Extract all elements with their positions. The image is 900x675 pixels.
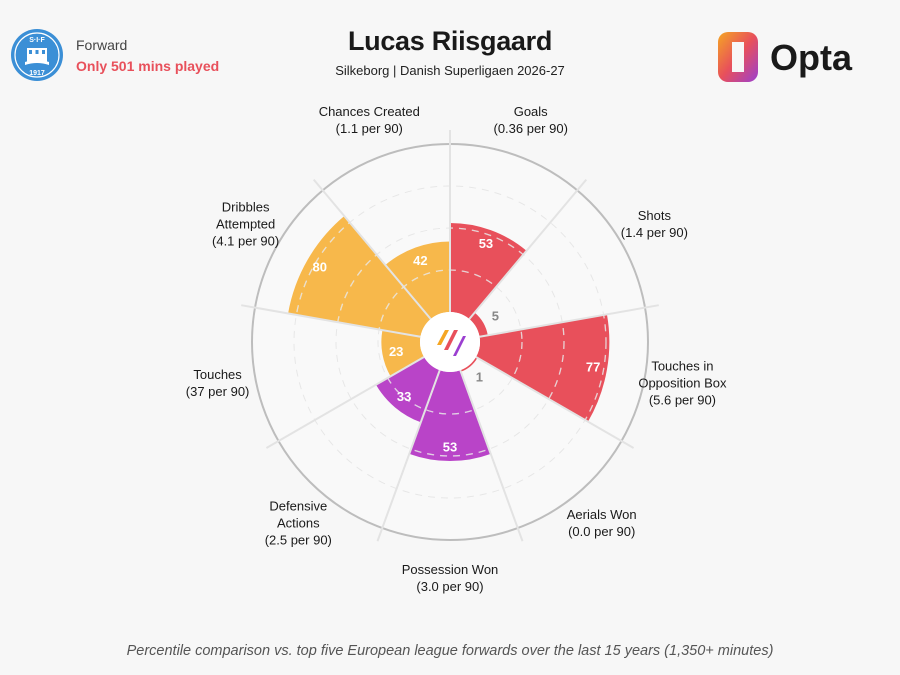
category-label: Aerials Won (0.0 per 90) bbox=[567, 507, 637, 539]
bar-value-label: 77 bbox=[586, 360, 600, 375]
category-label: Touches in Opposition Box (5.6 per 90) bbox=[638, 358, 727, 407]
opta-hub-icon bbox=[437, 330, 466, 356]
minutes-note: Only 501 mins played bbox=[76, 58, 220, 74]
radar-bar bbox=[475, 314, 610, 422]
category-label-line: Attempted bbox=[216, 217, 275, 232]
category-label-line: Opposition Box bbox=[638, 375, 727, 390]
opta-wordmark: Opta bbox=[770, 37, 853, 78]
bar-value-label: 53 bbox=[443, 440, 457, 455]
category-label-line: Touches in bbox=[651, 358, 713, 373]
radar-spoke bbox=[265, 356, 425, 449]
category-label-line: Goals bbox=[514, 104, 548, 119]
category-label-line: (0.0 per 90) bbox=[568, 524, 635, 539]
bar-value-label: 80 bbox=[313, 259, 327, 274]
category-label-line: (1.4 per 90) bbox=[621, 225, 688, 240]
bar-value-label: 23 bbox=[389, 344, 403, 359]
radar-spoke bbox=[312, 178, 432, 320]
category-label-line: (1.1 per 90) bbox=[336, 121, 403, 136]
category-label-line: Defensive bbox=[269, 498, 327, 513]
player-position: Forward bbox=[76, 37, 128, 53]
badge-text-top: S·I·F bbox=[29, 37, 45, 44]
badge-year: 1917 bbox=[29, 70, 45, 77]
category-label-line: (0.36 per 90) bbox=[493, 121, 567, 136]
radar-spoke bbox=[241, 304, 421, 338]
category-label: Goals (0.36 per 90) bbox=[493, 104, 567, 136]
category-label-line: Aerials Won bbox=[567, 507, 637, 522]
bar-value-label: 1 bbox=[476, 369, 483, 384]
club-badge: S·I·F 1917 bbox=[11, 29, 63, 81]
radar-bar bbox=[376, 357, 440, 423]
radar-spoke bbox=[479, 304, 659, 338]
page-title: Lucas Riisgaard bbox=[347, 26, 553, 56]
radar-bar bbox=[409, 370, 491, 462]
radar-bar bbox=[469, 312, 488, 337]
opta-logo: Opta bbox=[718, 32, 853, 82]
category-label: Shots (1.4 per 90) bbox=[621, 208, 688, 240]
category-label-line: Possession Won bbox=[402, 562, 499, 577]
category-label-line: (2.5 per 90) bbox=[265, 532, 332, 547]
bar-value-label: 42 bbox=[413, 253, 427, 268]
category-label-line: (5.6 per 90) bbox=[649, 392, 716, 407]
radar-bar bbox=[450, 222, 527, 320]
radar-spoke bbox=[376, 369, 441, 542]
category-label-line: Shots bbox=[638, 208, 672, 223]
opta-mark-icon bbox=[718, 32, 758, 82]
radar-bar bbox=[381, 330, 425, 377]
radar-bar bbox=[460, 357, 478, 372]
category-label: Defensive Actions (2.5 per 90) bbox=[265, 498, 332, 547]
radar-spoke bbox=[459, 369, 524, 542]
category-label-line: Actions bbox=[277, 515, 320, 530]
category-label: Dribbles Attempted (4.1 per 90) bbox=[212, 200, 279, 249]
category-label-line: (37 per 90) bbox=[186, 384, 250, 399]
radar-bar bbox=[385, 241, 450, 320]
radar-bar bbox=[288, 216, 431, 337]
category-label: Possession Won (3.0 per 90) bbox=[402, 562, 499, 594]
category-label-line: Dribbles bbox=[222, 200, 270, 215]
bar-value-label: 53 bbox=[479, 236, 493, 251]
category-label-line: Chances Created bbox=[319, 104, 420, 119]
radar-spoke bbox=[475, 356, 635, 449]
bar-value-label: 5 bbox=[492, 308, 499, 323]
category-label: Chances Created (1.1 per 90) bbox=[319, 104, 420, 136]
category-label-line: (4.1 per 90) bbox=[212, 234, 279, 249]
radar-spoke bbox=[468, 178, 588, 320]
category-label: Touches (37 per 90) bbox=[186, 367, 250, 399]
chart-subtitle: Silkeborg | Danish Superligaen 2026-27 bbox=[335, 63, 565, 78]
footnote: Percentile comparison vs. top five Europ… bbox=[126, 643, 774, 659]
category-label-line: (3.0 per 90) bbox=[416, 579, 483, 594]
bar-value-label: 33 bbox=[397, 389, 411, 404]
category-label-line: Touches bbox=[193, 367, 242, 382]
